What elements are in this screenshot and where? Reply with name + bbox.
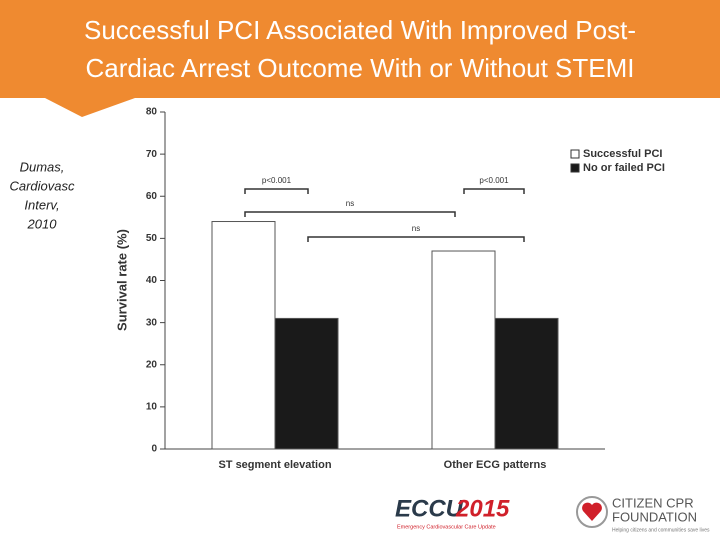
- eccu-logo: ECCU: [395, 495, 464, 522]
- y-tick-label: 30: [146, 317, 158, 328]
- legend-label: No or failed PCI: [583, 162, 665, 174]
- annotation: ns: [412, 224, 420, 233]
- title-line: Cardiac Arrest Outcome With or Without S…: [85, 53, 634, 83]
- bar: [211, 221, 276, 450]
- eccu-sub: Emergency Cardiovascular Care Update: [397, 524, 496, 530]
- annotation: ns: [346, 199, 354, 208]
- eccu-year: 2015: [455, 495, 510, 522]
- citation-line: Cardiovasc: [9, 178, 75, 193]
- title-bar: [0, 0, 720, 98]
- chart: 0 10 20 30 40 50 60 70 80 Survival rate (%) ST seg…: [114, 107, 664, 471]
- citation-line: 2010: [27, 216, 58, 231]
- y-tick-label: 50: [146, 233, 158, 244]
- bar: [494, 317, 559, 450]
- bracket: [244, 188, 309, 194]
- y-tick-label: 40: [146, 275, 158, 286]
- bar: [274, 317, 339, 450]
- ccpr-sub: Helping citizens and communities save li…: [612, 527, 710, 533]
- legend-swatch: [570, 149, 580, 159]
- footer: ECCU 2015 Emergency Cardiovascular Care …: [395, 495, 710, 533]
- bar: [431, 250, 496, 450]
- x-tick-label: ST segment elevation: [218, 459, 331, 471]
- bracket: [244, 211, 456, 217]
- y-tick-label: 60: [146, 191, 158, 202]
- annotation: p<0.001: [479, 176, 509, 185]
- title-pointer: [45, 98, 135, 117]
- y-tick-label: 0: [151, 444, 157, 455]
- bracket: [463, 188, 525, 194]
- slide-title: Successful PCI Associated With Improved …: [84, 15, 636, 83]
- y-tick-label: 70: [146, 149, 158, 160]
- annotation: p<0.001: [262, 176, 292, 185]
- ccpr-ring: [576, 496, 608, 528]
- ccpr-name: CITIZEN CPR: [612, 495, 694, 510]
- y-tick-label: 80: [146, 107, 158, 118]
- citation-line: Interv,: [24, 197, 59, 212]
- y-tick-label: 20: [146, 359, 158, 370]
- ccpr-heart: [582, 502, 602, 521]
- title-line: Successful PCI Associated With Improved …: [84, 15, 636, 45]
- legend-swatch: [570, 163, 580, 173]
- x-tick-label: Other ECG patterns: [444, 459, 547, 471]
- legend-label: Successful PCI: [583, 148, 662, 160]
- citation-line: Dumas,: [20, 159, 65, 174]
- ccpr-name2: FOUNDATION: [612, 509, 697, 524]
- y-axis-label: Survival rate (%): [114, 229, 129, 331]
- bracket: [307, 236, 525, 242]
- y-tick-label: 10: [146, 402, 158, 413]
- citation: Dumas, Cardiovasc Interv, 2010: [9, 159, 75, 231]
